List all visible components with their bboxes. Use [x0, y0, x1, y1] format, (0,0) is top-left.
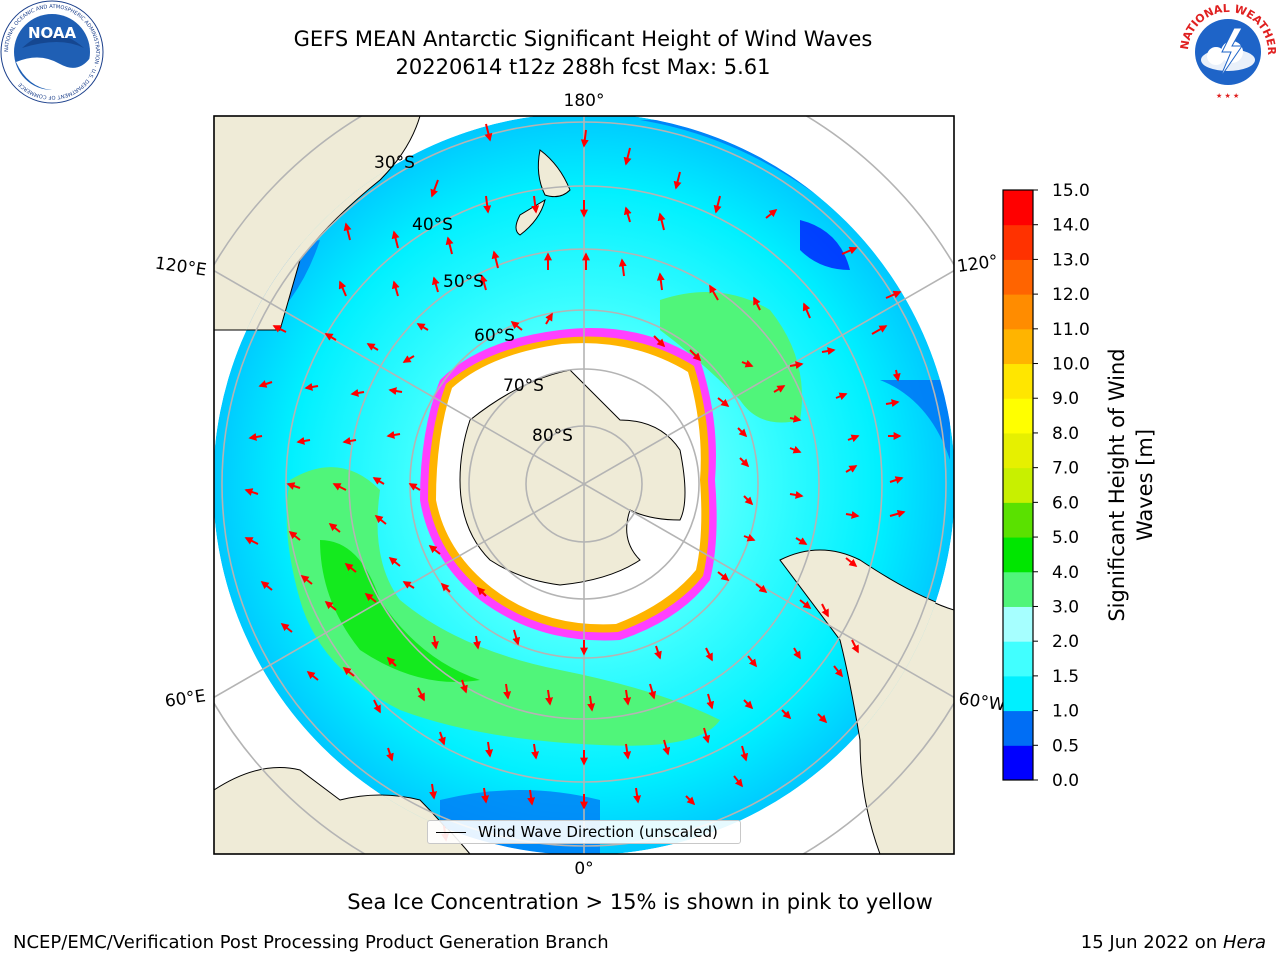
colorbar-tick-label: 0.5: [1052, 736, 1079, 756]
lat-label-30s: 30°S: [374, 153, 415, 173]
chart-title: GEFS MEAN Antarctic Significant Height o…: [293, 27, 873, 51]
colorbar-title-line1: Significant Height of Wind: [1105, 348, 1129, 622]
colorbar-tick-label: 13.0: [1052, 250, 1090, 270]
colorbar-tick-label: 0.0: [1052, 771, 1079, 791]
lon-label-180: 180°: [564, 91, 605, 111]
colorbar-tick-label: 12.0: [1052, 285, 1090, 305]
lon-label-60e: 60°E: [164, 686, 207, 711]
colorbar-tick-label: 2.0: [1052, 632, 1079, 652]
colorbar-segment: [1003, 259, 1033, 295]
lat-label-50s: 50°S: [443, 272, 484, 292]
lon-label-60w: 60°W: [957, 689, 1006, 715]
svg-text:★ ★ ★: ★ ★ ★: [1216, 92, 1239, 100]
colorbar-tick-label: 5.0: [1052, 528, 1079, 548]
colorbar-tick-label: 15.0: [1052, 181, 1090, 201]
legend-line-swatch: [436, 832, 466, 833]
lon-label-0: 0°: [574, 859, 593, 879]
wind-wave-arrows: [244, 123, 906, 842]
colorbar-tick-label: 14.0: [1052, 216, 1090, 236]
arrow-legend: Wind Wave Direction (unscaled): [427, 820, 741, 844]
footer-machine: Hera: [1222, 932, 1266, 953]
colorbar-segment: [1003, 432, 1033, 469]
lat-label-80s: 80°S: [532, 426, 573, 446]
lon-label-120w: 120°: [956, 251, 999, 277]
lat-label-40s: 40°S: [412, 215, 453, 235]
colorbar-segment: [1003, 710, 1033, 746]
colorbar-segment: [1003, 190, 1033, 226]
colorbar-segment: [1003, 363, 1033, 399]
colorbar-tick-label: 7.0: [1052, 459, 1079, 479]
footer-credit: NCEP/EMC/Verification Post Processing Pr…: [13, 932, 609, 953]
lon-label-120e: 120°E: [154, 254, 208, 281]
lat-label-60s: 60°S: [474, 326, 515, 346]
colorbar-title-line2: Waves [m]: [1133, 428, 1157, 542]
nws-logo: NATIONAL WEATHER SERVICE ★ ★ ★: [1176, 0, 1278, 102]
colorbar-tick-label: 9.0: [1052, 389, 1079, 409]
lat-label-70s: 70°S: [503, 376, 544, 396]
colorbar-frame: [1002, 189, 1034, 781]
colorbar-tick-label: 11.0: [1052, 320, 1090, 340]
sea-ice-note: Sea Ice Concentration > 15% is shown in …: [347, 890, 933, 914]
colorbar-segment: [1003, 467, 1033, 503]
colorbar-tick-label: 3.0: [1052, 597, 1079, 617]
colorbar-segment: [1003, 606, 1033, 642]
colorbar-tick-label: 4.0: [1052, 563, 1079, 583]
noaa-logo-text: NOAA: [28, 24, 77, 42]
footer-date-text: 15 Jun 2022 on: [1080, 932, 1223, 953]
colorbar-segment: [1003, 571, 1033, 607]
footer-date: 15 Jun 2022 on Hera: [1081, 932, 1266, 953]
colorbar-tick-label: 6.0: [1052, 493, 1079, 513]
colorbar-segment: [1003, 675, 1033, 712]
colorbar-segment: [1003, 224, 1033, 260]
colorbar: 0.0 0.5 1.0 1.5 2.0 3.0 4.0 5.0 6.0 7.0 8.0 9.0 10.0…: [1002, 181, 1090, 791]
noaa-logo: NOAA NATIONAL OCEANIC AND ATMOSPHERIC AD…: [0, 0, 104, 104]
colorbar-tick-label: 1.5: [1052, 667, 1079, 687]
chart-subtitle: 20220614 t12z 288h fcst Max: 5.61: [395, 55, 771, 79]
colorbar-segment: [1003, 328, 1033, 365]
colorbar-segment: [1003, 745, 1033, 781]
colorbar-segment: [1003, 537, 1033, 573]
colorbar-segment: [1003, 398, 1033, 434]
colorbar-segment: [1003, 502, 1033, 538]
colorbar-tick-label: 10.0: [1052, 355, 1090, 375]
legend-label: Wind Wave Direction (unscaled): [478, 823, 718, 841]
colorbar-tick-label: 1.0: [1052, 702, 1079, 722]
colorbar-segment: [1003, 294, 1033, 330]
colorbar-segment: [1003, 641, 1033, 677]
colorbar-tick-label: 8.0: [1052, 424, 1079, 444]
